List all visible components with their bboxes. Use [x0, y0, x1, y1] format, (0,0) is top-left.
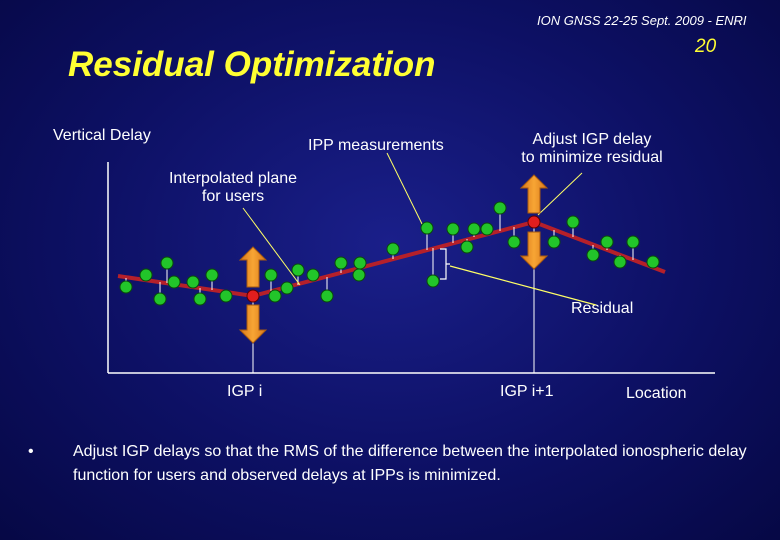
- interpolated-plane-line: [117, 219, 666, 299]
- ipp-point: [153, 292, 167, 306]
- adjust-igp-label: Adjust IGP delay to minimize residual: [521, 131, 663, 166]
- ipp-point: [493, 201, 507, 215]
- ipp-points: [119, 201, 660, 306]
- ipp-point: [320, 289, 334, 303]
- ipp-point: [547, 235, 561, 249]
- ipp-point: [280, 281, 294, 295]
- igp-i-point: [246, 289, 260, 303]
- ipp-point: [119, 280, 133, 294]
- x-axis-label: Location: [626, 385, 687, 402]
- ipp-point: [420, 221, 434, 235]
- ipp-point: [480, 222, 494, 236]
- ipp-point: [167, 275, 181, 289]
- ipp-point: [646, 255, 660, 269]
- ipp-point: [446, 222, 460, 236]
- page-number: 20: [695, 36, 717, 57]
- residual-label: Residual: [571, 300, 634, 317]
- y-axis-label: Vertical Delay: [53, 127, 151, 144]
- slide-title: Residual Optimization: [68, 45, 436, 84]
- igp-i1-point: [527, 215, 541, 229]
- ipp-measurements-label: IPP measurements: [308, 137, 444, 154]
- ipp-point: [334, 256, 348, 270]
- ipp-point: [205, 268, 219, 282]
- up-arrow-icon: [519, 174, 549, 214]
- ipp-point: [291, 263, 305, 277]
- ipp-point: [160, 256, 174, 270]
- ipp-point: [352, 268, 366, 282]
- adjust-leader-line: [537, 172, 583, 216]
- ipp-point: [626, 235, 640, 249]
- residual-leader-line: [449, 265, 597, 306]
- igp-i1-label: IGP i+1: [500, 383, 554, 400]
- ipp-leader-line: [386, 152, 426, 231]
- ipp-point: [219, 289, 233, 303]
- down-arrow-icon: [238, 304, 268, 344]
- down-arrow-icon: [519, 231, 549, 270]
- ipp-point: [507, 235, 521, 249]
- residual-bracket: [440, 248, 450, 280]
- ipp-point: [193, 292, 207, 306]
- ipp-point: [460, 240, 474, 254]
- bullet-list: • Adjust IGP delays so that the RMS of t…: [28, 440, 748, 488]
- ipp-point: [467, 222, 481, 236]
- ipp-point: [306, 268, 320, 282]
- bullet-icon: •: [28, 443, 34, 460]
- ipp-point: [600, 235, 614, 249]
- plane-leader-line: [242, 207, 301, 286]
- ipp-point: [386, 242, 400, 256]
- ipp-point: [139, 268, 153, 282]
- ipp-point: [586, 248, 600, 262]
- ipp-point: [426, 274, 440, 288]
- ipp-point: [186, 275, 200, 289]
- conference-note: ION GNSS 22-25 Sept. 2009 - ENRI: [537, 13, 747, 28]
- ipp-point: [268, 289, 282, 303]
- ipp-point: [353, 256, 367, 270]
- interpolated-plane-label: Interpolated plane for users: [168, 170, 298, 205]
- bullet-text: Adjust IGP delays so that the RMS of the…: [73, 443, 747, 484]
- ipp-point: [566, 215, 580, 229]
- up-arrow-icon: [238, 246, 268, 288]
- ipp-point: [613, 255, 627, 269]
- igp-i-label: IGP i: [227, 383, 263, 400]
- ipp-point: [264, 268, 278, 282]
- residual-diagram: [117, 152, 666, 344]
